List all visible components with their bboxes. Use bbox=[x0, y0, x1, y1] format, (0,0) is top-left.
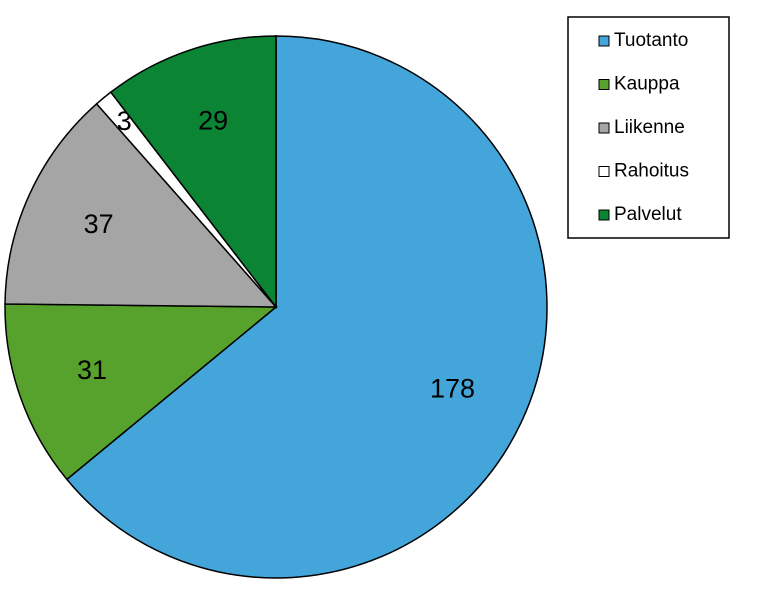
legend-label: Rahoitus bbox=[614, 161, 689, 182]
value-label: 29 bbox=[198, 105, 228, 135]
legend-box bbox=[567, 16, 730, 239]
legend-label: Kauppa bbox=[614, 74, 680, 95]
legend-label: Tuotanto bbox=[614, 30, 688, 51]
legend-swatch bbox=[598, 122, 610, 134]
legend-swatch bbox=[598, 79, 610, 90]
pie-slice bbox=[109, 35, 277, 310]
pie-slice bbox=[4, 102, 278, 308]
value-label: 31 bbox=[77, 355, 107, 385]
legend-swatch bbox=[598, 166, 610, 177]
legend-swatch bbox=[598, 209, 610, 221]
value-label: 37 bbox=[84, 209, 114, 239]
legend-label: Palvelut bbox=[614, 204, 682, 225]
legend-label: Liikenne bbox=[614, 117, 685, 138]
pie-slice bbox=[65, 35, 548, 579]
legend-swatch bbox=[598, 35, 610, 47]
value-label: 178 bbox=[430, 373, 475, 403]
pie-slice bbox=[4, 303, 279, 481]
